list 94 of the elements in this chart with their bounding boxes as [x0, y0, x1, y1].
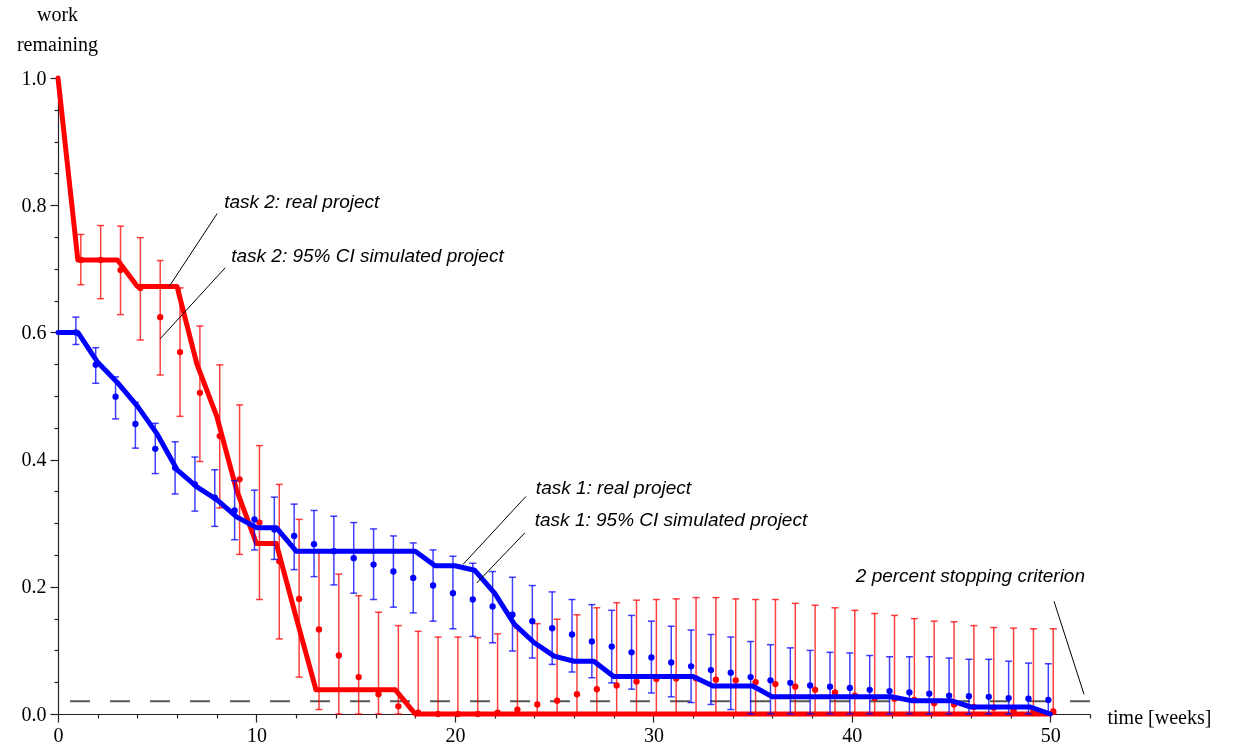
point	[72, 329, 80, 336]
point	[826, 683, 834, 690]
point	[553, 697, 561, 704]
point	[707, 666, 715, 674]
point	[355, 673, 362, 681]
point	[811, 686, 819, 693]
point	[236, 476, 243, 483]
point	[732, 677, 739, 684]
point	[315, 626, 323, 633]
ref-line-label: 2 percent stopping criterion	[854, 565, 1085, 587]
point	[449, 590, 457, 597]
x-tick-label: 30	[643, 723, 664, 746]
point	[469, 596, 476, 603]
point	[747, 673, 754, 681]
y-tick-label: 0.2	[21, 575, 47, 598]
point	[787, 679, 794, 686]
point	[628, 649, 635, 656]
point	[291, 532, 298, 540]
point	[1025, 695, 1032, 702]
point	[613, 682, 620, 689]
point	[668, 659, 675, 666]
annotation: task 1: real project	[535, 476, 692, 498]
point	[568, 631, 576, 638]
annotation: task 2: real project	[224, 190, 381, 212]
point	[310, 541, 318, 548]
x-axis-title: time [weeks]	[1107, 705, 1212, 728]
point	[92, 361, 99, 368]
point	[330, 548, 338, 555]
point	[633, 678, 640, 685]
x-tick-label: 40	[842, 723, 863, 746]
point	[429, 582, 437, 589]
point	[529, 617, 536, 625]
point	[1045, 696, 1052, 704]
point	[752, 679, 759, 686]
point	[687, 663, 695, 670]
x-tick-label: 20	[445, 723, 466, 746]
point	[648, 654, 655, 661]
point	[534, 701, 541, 708]
point	[549, 624, 556, 632]
point	[152, 445, 159, 452]
y-tick-label: 0.6	[21, 320, 47, 343]
y-axis-title: work remaining	[16, 2, 99, 56]
y-tick-label: 0.4	[21, 448, 47, 471]
point	[772, 680, 779, 688]
point	[211, 494, 218, 501]
point	[171, 464, 179, 472]
point	[157, 313, 164, 321]
point	[886, 687, 893, 695]
y-tick-label: 1.0	[21, 66, 47, 89]
point	[370, 561, 377, 568]
point	[489, 603, 496, 610]
point	[906, 689, 913, 696]
point	[350, 555, 357, 562]
point	[727, 669, 734, 676]
point	[712, 676, 720, 683]
point	[112, 393, 119, 400]
point	[295, 595, 303, 603]
point	[509, 611, 516, 618]
point	[573, 691, 581, 698]
point	[926, 690, 933, 697]
annotation: task 2: 95% CI simulated project	[231, 244, 505, 266]
x-tick-label: 50	[1040, 723, 1061, 746]
point	[231, 507, 238, 514]
point	[588, 638, 596, 645]
point	[77, 256, 84, 264]
point	[375, 691, 382, 698]
point	[191, 481, 199, 488]
point	[985, 693, 992, 700]
point	[335, 652, 342, 659]
x-tick-label: 0	[53, 723, 64, 746]
point	[395, 703, 402, 710]
point	[807, 682, 814, 689]
point	[196, 389, 204, 396]
point	[593, 686, 600, 693]
point	[767, 677, 774, 684]
point	[866, 686, 873, 693]
point	[965, 693, 973, 700]
point	[792, 683, 799, 690]
point	[117, 266, 124, 274]
point	[410, 574, 417, 582]
point	[132, 420, 139, 428]
y-tick-label: 0.0	[21, 702, 47, 725]
point	[945, 692, 953, 699]
annotation: task 1: 95% CI simulated project	[534, 508, 808, 530]
point	[97, 256, 104, 264]
point	[514, 706, 521, 713]
point	[251, 516, 258, 523]
x-tick-label: 10	[246, 723, 267, 746]
y-tick-label: 0.8	[21, 193, 47, 216]
point	[176, 348, 184, 356]
point	[390, 568, 397, 575]
point	[608, 643, 615, 650]
point	[1005, 694, 1012, 702]
point	[846, 684, 854, 692]
